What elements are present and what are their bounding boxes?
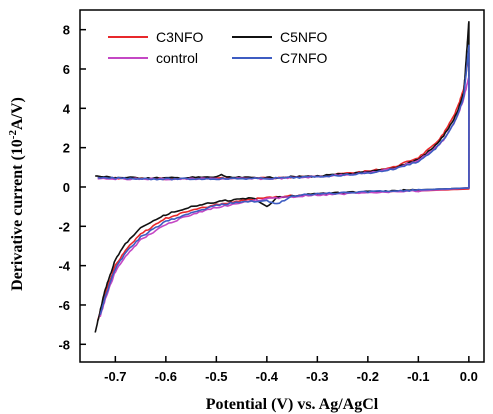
y-axis: -8 -6 -4 -2 0 2 4 6 8 — [58, 23, 86, 352]
series-line-control — [97, 76, 470, 317]
x-axis-title: Potential (V) vs. Ag/AgCl — [206, 396, 379, 413]
x-tick-label: -0.3 — [306, 369, 328, 384]
legend-label-c3nfo: C3NFO — [156, 29, 204, 45]
legend: C3NFO C5NFO control C7NFO — [108, 29, 328, 66]
y-tick-label: -4 — [58, 259, 70, 274]
plot-frame — [79, 9, 485, 363]
x-tick-label: -0.6 — [155, 369, 177, 384]
y-tick-label: 8 — [63, 23, 70, 38]
plot-series — [94, 21, 470, 333]
y-tick-label: 2 — [63, 141, 70, 156]
x-tick-label: 0.0 — [460, 369, 478, 384]
x-tick-label: -0.4 — [256, 369, 279, 384]
series-line-c3nfo — [96, 52, 470, 321]
x-tick-label: -0.2 — [357, 369, 379, 384]
y-tick-label: 6 — [63, 62, 70, 77]
x-tick-label: -0.5 — [205, 369, 227, 384]
legend-label-c7nfo: C7NFO — [280, 50, 328, 66]
y-tick-label: 0 — [63, 180, 70, 195]
x-tick-label: -0.7 — [104, 369, 126, 384]
y-axis-title-main: Derivative current (10 — [9, 139, 26, 291]
y-tick-label: 4 — [63, 101, 71, 116]
legend-label-c5nfo: C5NFO — [280, 29, 328, 45]
y-axis-title-unit: A/V) — [9, 97, 26, 130]
y-axis-title-exponent: -2 — [7, 130, 19, 140]
legend-label-control: control — [156, 50, 198, 66]
y-tick-label: -2 — [58, 219, 70, 234]
y-axis-title: Derivative current (10-2A/V) — [7, 97, 26, 291]
x-tick-label: -0.1 — [407, 369, 429, 384]
y-tick-label: -6 — [58, 298, 70, 313]
y-tick-label: -8 — [58, 337, 70, 352]
x-axis: -0.7 -0.6 -0.5 -0.4 -0.3 -0.2 -0.1 0.0 — [104, 356, 478, 384]
series-line-c7nfo — [97, 44, 470, 316]
